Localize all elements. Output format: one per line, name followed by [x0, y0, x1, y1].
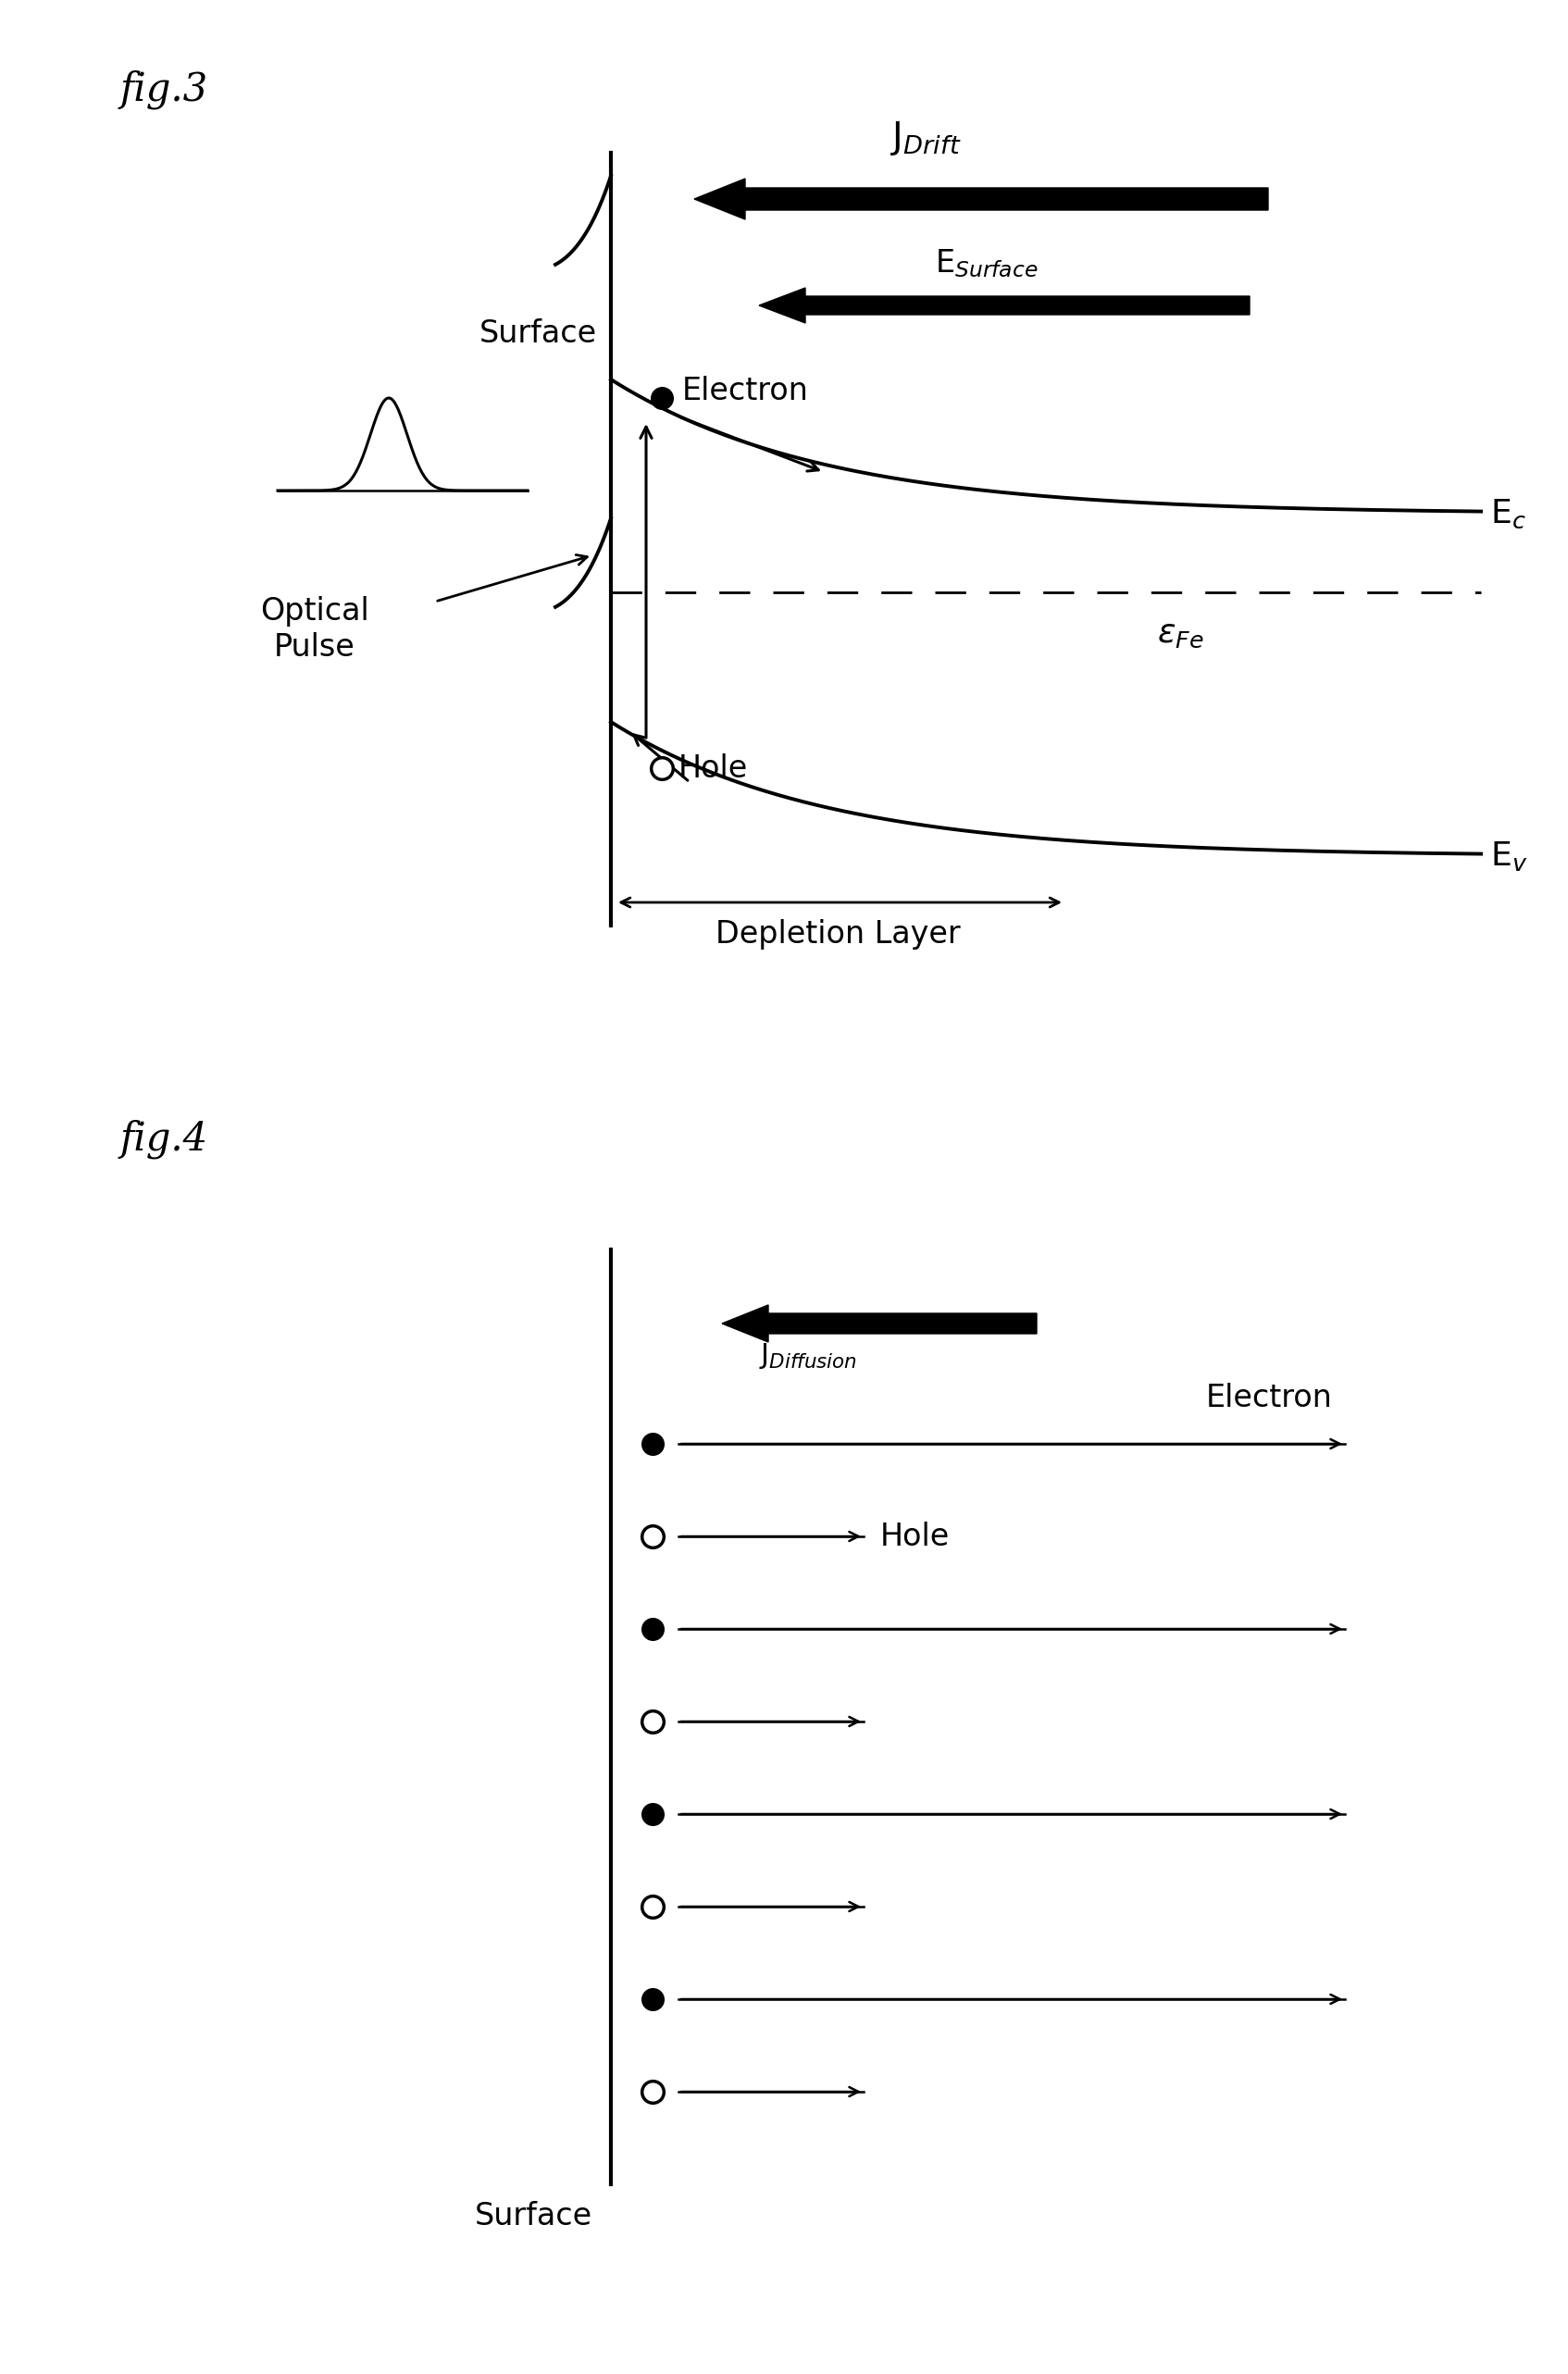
- Text: Electron: Electron: [682, 375, 809, 406]
- Text: Hole: Hole: [679, 753, 748, 783]
- Text: J$_{Diffusion}$: J$_{Diffusion}$: [759, 1341, 858, 1370]
- FancyArrow shape: [695, 178, 1269, 218]
- Text: Surface: Surface: [480, 318, 597, 349]
- FancyArrow shape: [759, 287, 1250, 323]
- Text: E$_v$: E$_v$: [1490, 840, 1527, 874]
- FancyArrow shape: [721, 1306, 1036, 1341]
- Text: Depletion Layer: Depletion Layer: [715, 919, 960, 950]
- Text: E$_c$: E$_c$: [1490, 496, 1526, 529]
- Text: E$_{Surface}$: E$_{Surface}$: [935, 247, 1038, 280]
- Text: fig.3: fig.3: [121, 69, 209, 109]
- Text: Surface: Surface: [475, 2201, 593, 2232]
- Text: Hole: Hole: [880, 1522, 950, 1553]
- Text: Optical
Pulse: Optical Pulse: [260, 596, 368, 662]
- Text: Electron: Electron: [1206, 1382, 1333, 1413]
- Text: J$_{Drift}$: J$_{Drift}$: [891, 119, 961, 157]
- Text: fig.4: fig.4: [121, 1121, 209, 1159]
- Text: $\varepsilon_{Fe}$: $\varepsilon_{Fe}$: [1157, 617, 1204, 650]
